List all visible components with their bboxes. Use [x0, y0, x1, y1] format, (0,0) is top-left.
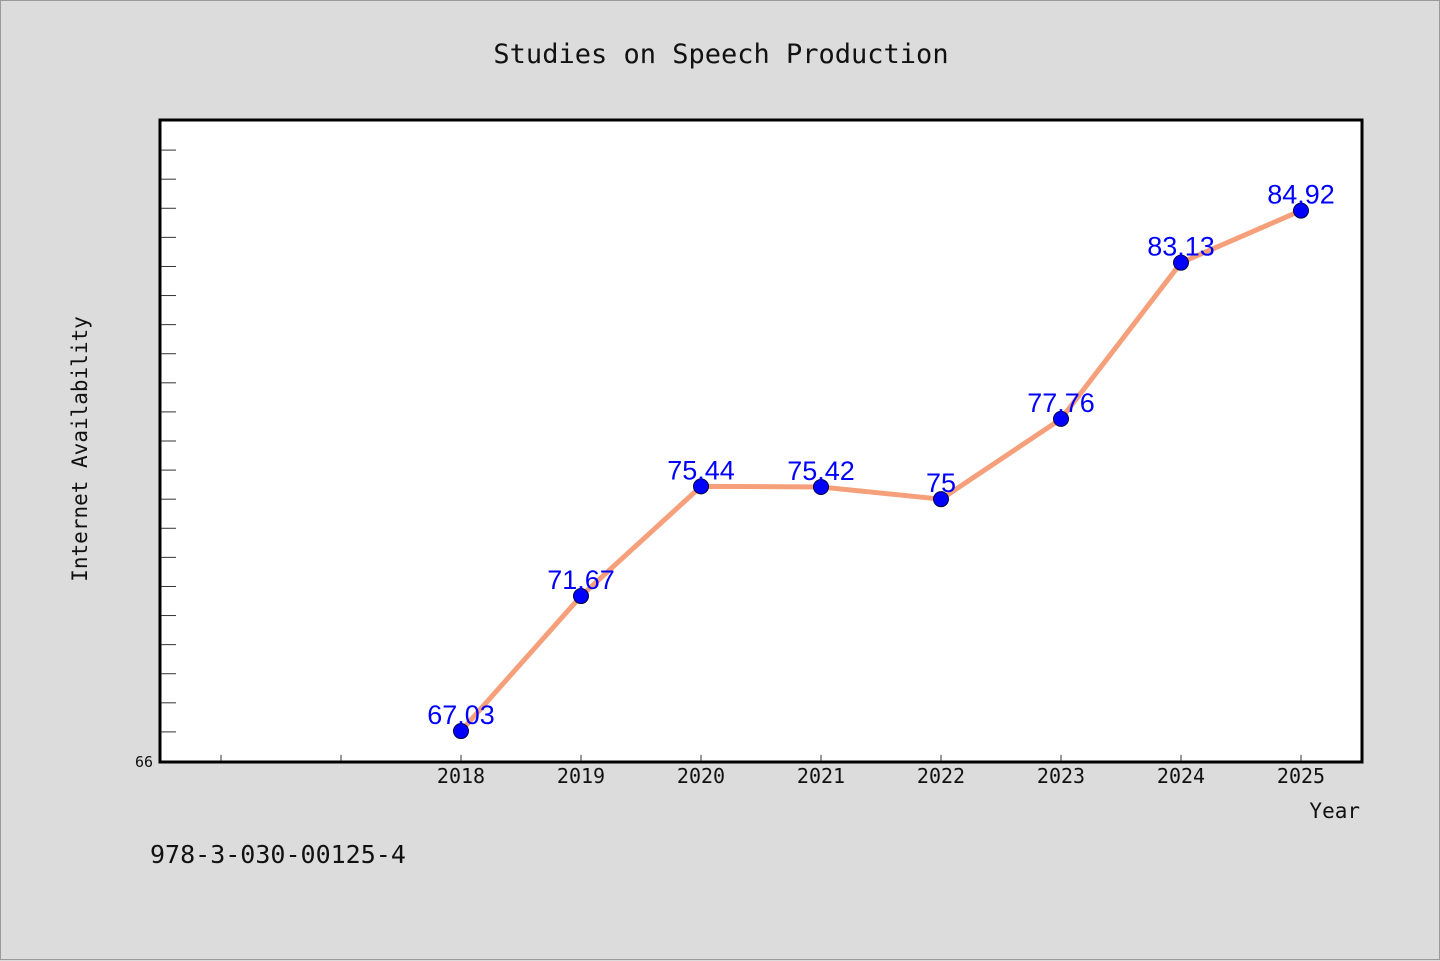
data-label: 75.42: [787, 456, 855, 486]
data-label: 71.67: [547, 565, 615, 595]
y-axis-ticks: 66: [135, 149, 176, 771]
x-tick-label: 2020: [677, 764, 725, 788]
x-tick-label: 2024: [1157, 764, 1205, 788]
x-axis-ticks: 2018 2019 2020 2021 2022 2023 2024 2025: [220, 755, 1325, 788]
data-point: [1293, 202, 1309, 219]
data-point: [573, 588, 589, 605]
series-group: 67.03 71.67 75.44 75.42 75 77.76 83.13 84.92: [427, 180, 1335, 740]
x-tick-label: 2019: [557, 764, 605, 788]
x-tick-label: 2022: [917, 764, 965, 788]
y-axis-label: Internet Availability: [68, 316, 92, 582]
series-line: [458, 208, 1304, 734]
data-point: [933, 491, 949, 508]
data-label: 77.76: [1027, 388, 1095, 418]
data-point: [693, 478, 709, 495]
data-label: 83.13: [1147, 232, 1215, 262]
data-label: 75.44: [667, 455, 735, 485]
x-axis-label: Year: [1309, 799, 1360, 823]
plot-area: [158, 118, 1364, 764]
data-point: [1173, 254, 1189, 271]
data-point: [1053, 410, 1069, 427]
data-label: 67.03: [427, 700, 495, 730]
data-label: 75: [926, 468, 956, 498]
x-tick-label: 2018: [437, 764, 485, 788]
x-tick-label: 2021: [797, 764, 845, 788]
data-point: [813, 478, 829, 495]
chart-title: Studies on Speech Production: [493, 39, 948, 70]
x-tick-label: 2025: [1277, 764, 1325, 788]
isbn-footer: 978-3-030-00125-4: [150, 840, 406, 869]
x-tick-label: 2023: [1037, 764, 1085, 788]
data-point: [453, 723, 469, 740]
y-tick-label: 66: [135, 753, 153, 771]
data-label: 84.92: [1267, 180, 1335, 210]
